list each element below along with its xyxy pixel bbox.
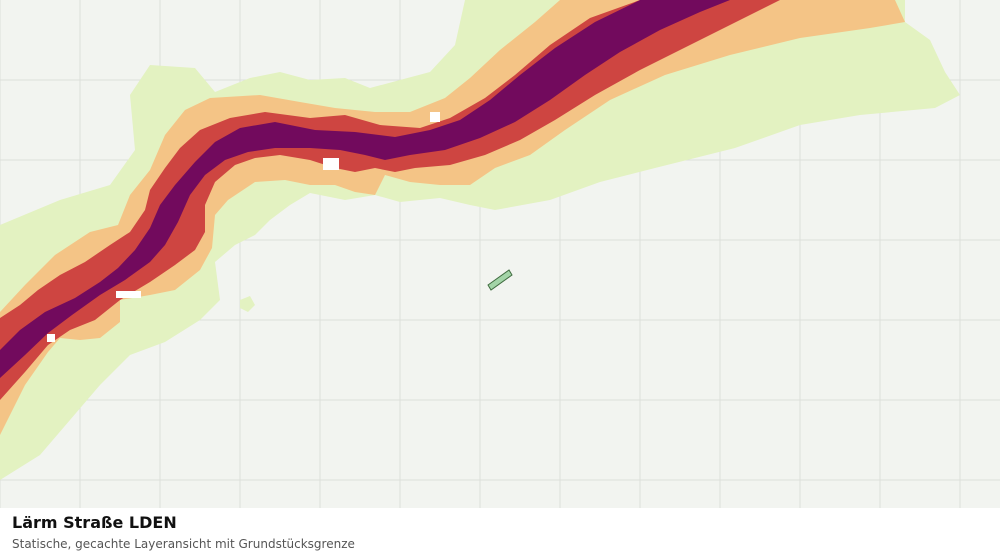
parcel-boundary[interactable] (487, 269, 513, 291)
map-view[interactable] (0, 0, 1000, 508)
noise-map[interactable] (0, 0, 1000, 508)
map-title: Lärm Straße LDEN (12, 513, 177, 532)
noise-zone-low (0, 0, 905, 435)
map-caption: Lärm Straße LDEN Statische, gecachte Lay… (0, 508, 1000, 560)
data-gap-patches (47, 112, 440, 342)
map-subtitle: Statische, gecachte Layeransicht mit Gru… (12, 537, 355, 551)
noise-zone-high (0, 0, 780, 400)
noise-zone-highest (0, 0, 730, 378)
